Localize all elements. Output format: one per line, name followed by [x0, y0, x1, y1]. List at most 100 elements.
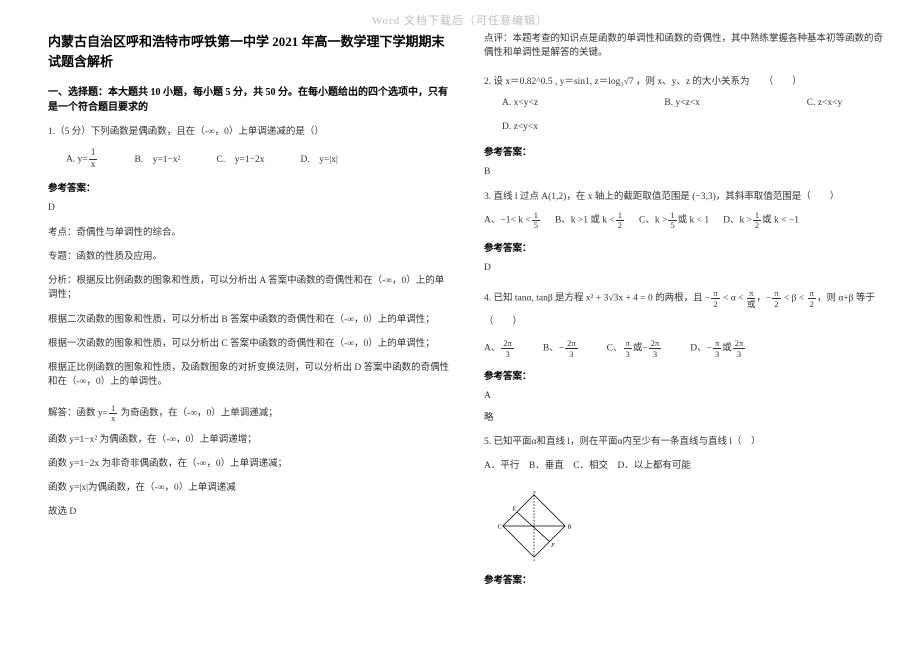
- q2-c: C. z<x<y: [807, 98, 843, 108]
- q1-fenxi-3: 根据一次函数的图象和性质，可以分析出 C 答案中函数的奇偶性和在（-∞，0）上的…: [48, 337, 450, 351]
- t: C、: [607, 344, 623, 354]
- fraction: π3: [713, 339, 721, 358]
- diag-label-c: C: [497, 524, 502, 531]
- fraction: π2: [772, 289, 780, 308]
- q2-choices-row2: D. z<y<x: [484, 120, 886, 134]
- q2-a: A. x<y<z: [502, 96, 662, 110]
- q1-choice-b: B. y=1−x²: [134, 153, 180, 167]
- q1-fenxi-1: 分析：根据反比例函数的图象和性质，可以分析出 A 答案中函数的奇偶性和在（-∞，…: [48, 274, 450, 303]
- q1-jieda-5: 故选 D: [48, 505, 450, 519]
- fn: π: [713, 339, 721, 349]
- fn: 2π: [501, 339, 514, 349]
- fn: 1: [753, 211, 761, 221]
- q3-stem: 3. 直线 l 过点 A(1,2)，在 x 轴上的截距取值范围是 (−3,3)，…: [484, 190, 886, 204]
- fraction: 2π3: [565, 339, 578, 358]
- choice-label: A.: [66, 155, 75, 165]
- answer-heading: 参考答案：: [484, 240, 886, 254]
- q3-b: B、k >1 或 k <12: [555, 211, 625, 230]
- t: < α <: [721, 294, 746, 304]
- frac-num: 1: [109, 404, 117, 414]
- t: D、−: [690, 344, 712, 354]
- fraction: π2: [808, 289, 816, 308]
- t: C、k >: [639, 215, 667, 225]
- fraction: 1x: [89, 149, 98, 170]
- t: 或 k < 1: [678, 215, 709, 225]
- answer-heading: 参考答案：: [48, 180, 450, 194]
- page-container: 内蒙古自治区呼和浩特市呼铁第一中学 2021 年高一数学理下学期期末试题含解析 …: [0, 0, 920, 603]
- q2-stem: 2. 设 x＝0.82^0.5 , y＝sin1, z＝log₃√7 ，则 x、…: [484, 75, 886, 89]
- q1-jieda-3: 函数 y=1−2x 为非奇非偶函数，在（-∞，0）上单调递减；: [48, 457, 450, 471]
- fd: 3: [506, 349, 510, 358]
- fraction: 12: [753, 211, 761, 230]
- fn: 2π: [733, 339, 746, 349]
- q4-b: B、−2π3: [543, 339, 579, 358]
- fd: 2: [755, 221, 759, 230]
- fraction: π或: [747, 289, 756, 308]
- diag-label-b: B: [567, 524, 571, 531]
- frac-num: 1: [89, 149, 98, 160]
- q4-choices: A、2π3 B、−2π3 C、π3或−2π3 D、−π3或2π3: [484, 339, 886, 358]
- t: 或−: [633, 344, 648, 354]
- fn: π: [772, 289, 780, 299]
- geometry-diagram: S B A C E F: [494, 491, 574, 561]
- watermark-text: Word 文档下载后（可任意编辑）: [0, 12, 920, 28]
- fraction: 2π3: [649, 339, 662, 358]
- q3-d: D、k >12或 k < −1: [723, 211, 799, 230]
- fd: 3: [737, 349, 741, 358]
- fn: 1: [616, 211, 624, 221]
- q2-choices-row1: A. x<y<z B. y<z<x C. z<x<y: [484, 96, 886, 110]
- answer-heading: 参考答案：: [484, 368, 886, 382]
- q2-answer: B: [484, 165, 886, 179]
- t: < β <: [782, 294, 807, 304]
- fd: 3: [626, 349, 630, 358]
- answer-heading: 参考答案：: [484, 572, 886, 586]
- diag-label-e: E: [511, 506, 516, 513]
- q1-zhuanti: 专题：函数的性质及应用。: [48, 250, 450, 264]
- q1-fenxi-2: 根据二次函数的图象和性质，可以分析出 B 答案中函数的奇偶性和在（-∞，0）上的…: [48, 313, 450, 327]
- text: y=: [98, 408, 108, 418]
- fraction: 1x: [109, 404, 117, 423]
- q4-a: A、2π3: [484, 339, 515, 358]
- q1-answer: D: [48, 201, 450, 215]
- q2-d: D. z<y<x: [502, 122, 538, 132]
- t: A、: [484, 344, 500, 354]
- q2-b: B. y<z<x: [664, 96, 804, 110]
- t: ，−: [756, 294, 771, 304]
- fraction: 2π3: [733, 339, 746, 358]
- q4-answer: A: [484, 389, 886, 403]
- fraction: 2π3: [501, 339, 514, 358]
- t: 或: [722, 344, 732, 354]
- q1-jieda-1: 解答：函数 y=1x 为奇函数，在（-∞，0）上单调递减；: [48, 404, 450, 423]
- fd: 或: [747, 299, 756, 308]
- q1-stem: 1.（5 分）下列函数是偶函数，且在（-∞，0）上单调递减的是（）: [48, 125, 450, 139]
- fraction: 15: [532, 211, 540, 230]
- q4-stem: 4. 已知 tanα, tanβ 是方程 x² + 3√3x + 4 = 0 的…: [484, 289, 886, 308]
- fd: 5: [670, 221, 674, 230]
- choice-text: y=: [78, 155, 88, 165]
- fd: 3: [653, 349, 657, 358]
- q1-choice-a: A. y=1x: [66, 149, 98, 170]
- q4-c: C、π3或−2π3: [607, 339, 663, 358]
- t: 或 k < −1: [762, 215, 799, 225]
- doc-title: 内蒙古自治区呼和浩特市呼铁第一中学 2021 年高一数学理下学期期末试题含解析: [48, 32, 450, 71]
- t: A、: [484, 215, 500, 225]
- q4-tail: （ ）: [484, 315, 886, 329]
- fd: 3: [569, 349, 573, 358]
- fraction: 15: [668, 211, 676, 230]
- q4-answer-b: 略: [484, 411, 886, 425]
- diag-label-a: A: [531, 559, 536, 562]
- q1-choice-d: D. y=|x|: [300, 153, 337, 167]
- q1-choices: A. y=1x B. y=1−x² C. y=1−2x D. y=|x|: [48, 149, 450, 170]
- q3-c: C、k >15或 k < 1: [639, 211, 709, 230]
- section-heading: 一、选择题：本大题共 10 小题，每小题 5 分，共 50 分。在每小题给出的四…: [48, 85, 450, 115]
- diag-label-f: F: [550, 542, 555, 549]
- t: D、k >: [723, 215, 752, 225]
- q3-answer: D: [484, 261, 886, 275]
- fraction: 12: [616, 211, 624, 230]
- q3-choices: A、−1< k <15 B、k >1 或 k <12 C、k >15或 k < …: [484, 211, 886, 230]
- t: 4. 已知 tanα, tanβ 是方程 x² + 3√3x + 4 = 0 的…: [484, 294, 710, 304]
- q1-jieda-4: 函数 y=|x|为偶函数，在（-∞，0）上单调递减: [48, 481, 450, 495]
- fn: 2π: [565, 339, 578, 349]
- fd: 2: [810, 299, 814, 308]
- q1-jieda-2: 函数 y=1−x² 为偶函数，在（-∞，0）上单调递增；: [48, 433, 450, 447]
